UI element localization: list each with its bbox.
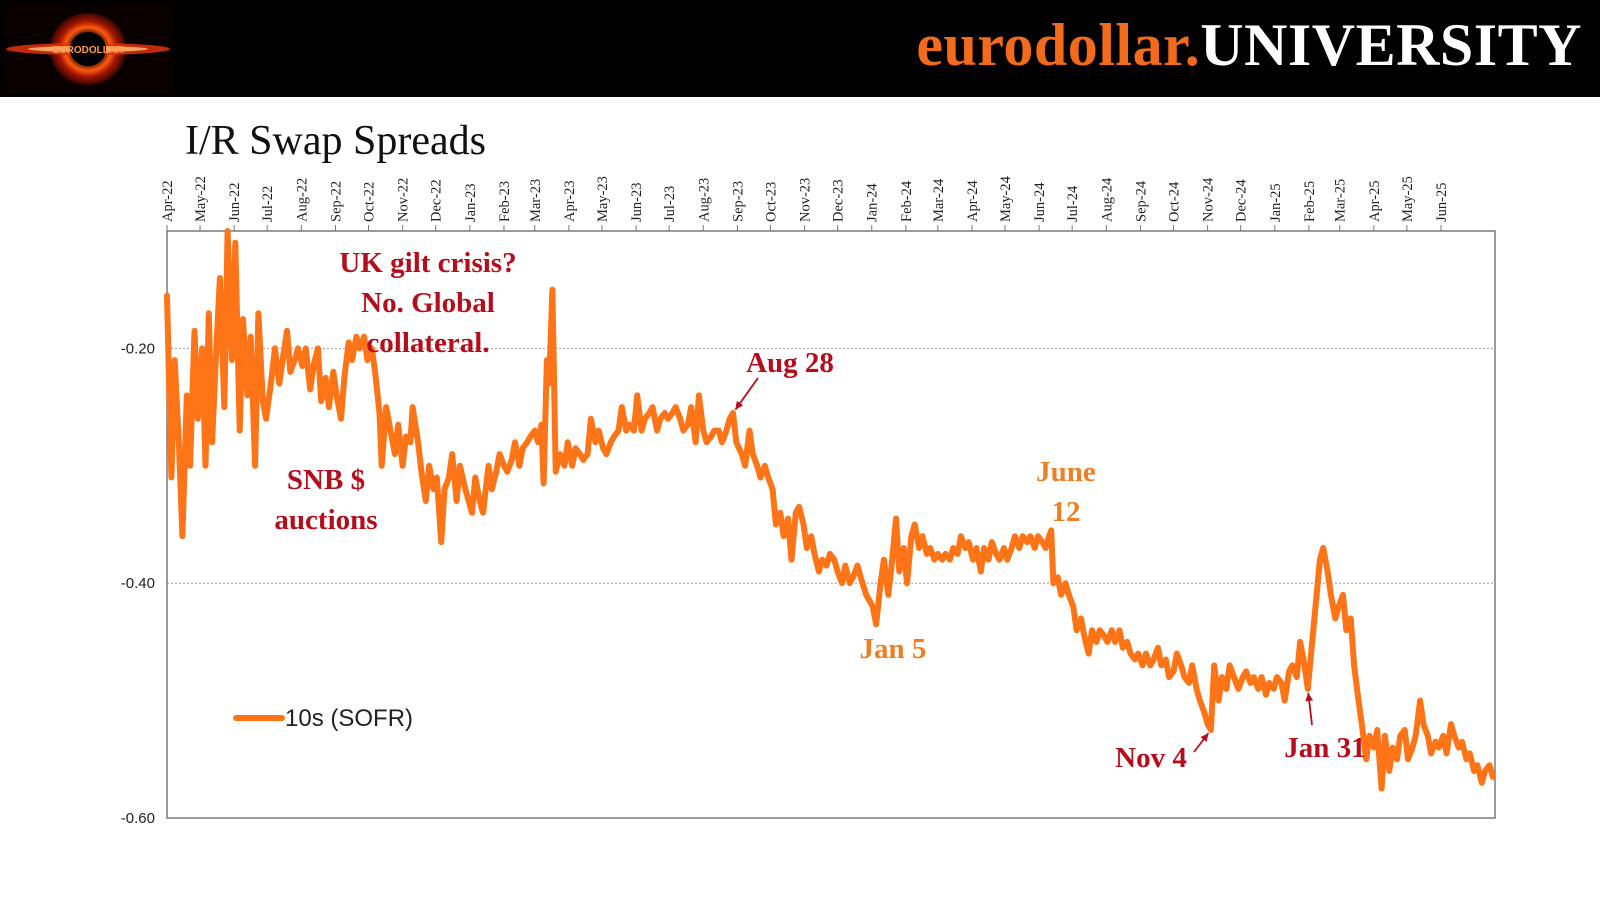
x-tick-label: Jul-24 xyxy=(1065,185,1081,222)
y-tick-label: -0.40 xyxy=(121,575,155,592)
annotation-line: collateral. xyxy=(366,327,489,359)
x-axis-ticks: Apr-22 May-22 Jun-22 Jul-22 Aug-22 Sep-22 Oct-… xyxy=(160,175,1450,231)
x-tick-label: Feb-25 xyxy=(1302,181,1318,222)
y-tick-label: -0.60 xyxy=(121,810,155,827)
annotation-aug28: Aug 28 xyxy=(746,347,834,379)
x-tick-label: Jun-25 xyxy=(1434,183,1450,222)
x-tick-label: Mar-24 xyxy=(931,178,947,222)
x-tick-label: Oct-22 xyxy=(362,182,378,222)
logo-text: EURODOLLAR xyxy=(53,45,124,56)
gridlines xyxy=(167,347,1495,584)
chart-title: I/R Swap Spreads xyxy=(185,118,486,164)
header-bar: EURODOLLAR eurodollar.UNIVERSITY xyxy=(0,0,1600,97)
x-tick-label: May-25 xyxy=(1400,176,1416,222)
annotation-line: auctions xyxy=(274,504,377,536)
x-tick-label: May-22 xyxy=(193,176,209,222)
annotations: UK gilt crisis? No. Global collateral. SNB … xyxy=(274,247,1365,774)
x-tick-label: Oct-24 xyxy=(1166,181,1182,222)
legend: 10s (SOFR) xyxy=(233,705,413,732)
plot-frame xyxy=(166,230,1496,819)
x-tick-label: Feb-23 xyxy=(497,181,513,222)
x-tick-label: Aug-24 xyxy=(1099,177,1115,222)
x-tick-label: Oct-23 xyxy=(763,182,779,222)
x-tick-label: Nov-24 xyxy=(1201,177,1217,222)
legend-label: 10s (SOFR) xyxy=(285,705,413,732)
x-tick-label: Dec-23 xyxy=(831,179,847,222)
brand-wordmark: eurodollar.UNIVERSITY xyxy=(916,10,1582,80)
x-tick-label: Dec-24 xyxy=(1234,179,1250,222)
y-tick-label: -0.20 xyxy=(121,340,155,357)
annotation-line: SNB $ xyxy=(287,464,365,496)
x-tick-label: Jun-22 xyxy=(227,183,243,222)
x-tick-label: Sep-22 xyxy=(328,181,344,222)
annotation-arrowhead-nov4 xyxy=(1200,733,1209,742)
x-tick-label: Apr-25 xyxy=(1367,180,1383,222)
x-tick-label: May-23 xyxy=(595,176,611,222)
annotation-line: 12 xyxy=(1052,496,1081,528)
x-tick-label: Jun-23 xyxy=(629,183,645,222)
x-tick-label: Jan-24 xyxy=(865,183,881,222)
x-tick-label: Apr-22 xyxy=(160,180,176,222)
x-tick-label: Jan-25 xyxy=(1268,183,1284,222)
x-tick-label: Nov-23 xyxy=(798,178,814,222)
annotation-line: Aug 28 xyxy=(746,347,834,379)
x-tick-label: Jul-23 xyxy=(662,186,678,222)
x-tick-label: Mar-23 xyxy=(528,179,544,222)
annotation-snb: SNB $ auctions xyxy=(274,464,377,536)
annotation-jan31: Jan 31 xyxy=(1284,732,1365,764)
brand-part-university: UNIVERSITY xyxy=(1200,12,1582,78)
x-tick-label: Sep-24 xyxy=(1133,180,1149,222)
annotation-gilt: UK gilt crisis? No. Global collateral. xyxy=(339,247,516,359)
x-tick-label: Sep-23 xyxy=(730,181,746,222)
y-axis-ticks: -0.20 -0.40 -0.60 xyxy=(121,340,155,827)
x-tick-label: Apr-23 xyxy=(562,180,578,222)
annotation-line: June xyxy=(1036,456,1096,488)
x-tick-label: Jan-23 xyxy=(463,183,479,222)
series-line-10s-sofr xyxy=(164,228,1496,792)
annotation-arrowhead-aug28 xyxy=(735,400,744,410)
brand-part-eurodollar: eurodollar. xyxy=(916,12,1201,78)
x-tick-label: Aug-22 xyxy=(294,178,310,222)
annotation-line: Jan 5 xyxy=(860,633,927,665)
x-tick-label: May-24 xyxy=(998,175,1014,222)
x-tick-label: Jul-22 xyxy=(260,186,276,222)
x-tick-label: Feb-24 xyxy=(899,180,915,222)
annotation-nov4: Nov 4 xyxy=(1115,742,1187,774)
x-tick-label: Aug-23 xyxy=(696,178,712,222)
annotation-line: UK gilt crisis? xyxy=(339,247,516,279)
annotation-line: Jan 31 xyxy=(1284,732,1365,764)
annotation-june12: June 12 xyxy=(1036,456,1096,528)
eurodollar-logo: EURODOLLAR xyxy=(3,3,173,94)
x-tick-label: Mar-25 xyxy=(1333,179,1349,222)
annotation-jan5: Jan 5 xyxy=(860,633,927,665)
x-tick-label: Apr-24 xyxy=(965,180,981,222)
annotation-line: Nov 4 xyxy=(1115,742,1187,774)
series-layer xyxy=(164,228,1496,792)
annotation-arrowhead-jan31 xyxy=(1305,692,1314,702)
annotation-line: No. Global xyxy=(361,287,495,319)
x-tick-label: Jun-24 xyxy=(1032,182,1048,222)
x-tick-label: Dec-22 xyxy=(429,179,445,222)
x-tick-label: Nov-22 xyxy=(396,178,412,222)
